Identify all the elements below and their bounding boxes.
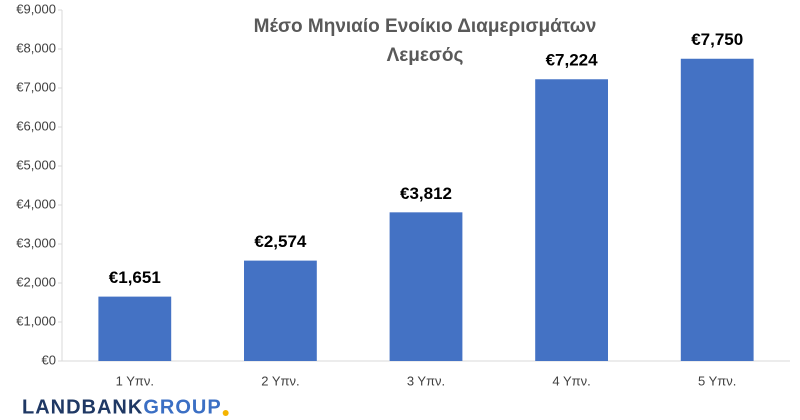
x-tick-label: 2 Υπν. xyxy=(261,373,299,388)
bar xyxy=(389,212,463,361)
y-tick-label: €3,000 xyxy=(16,235,56,250)
data-label: €2,574 xyxy=(254,232,307,251)
data-label: €7,224 xyxy=(546,51,599,70)
y-tick-label: €1,000 xyxy=(16,313,56,328)
data-label: €7,750 xyxy=(691,30,743,49)
y-tick-label: €4,000 xyxy=(16,196,56,211)
y-tick-label: €8,000 xyxy=(16,40,56,55)
bar xyxy=(98,296,172,361)
y-tick-label: €2,000 xyxy=(16,274,56,289)
bar xyxy=(244,260,317,361)
bar xyxy=(680,58,754,361)
y-tick-label: €0 xyxy=(42,352,56,367)
y-tick-label: €5,000 xyxy=(16,157,56,172)
chart-title: Μέσο Μηνιαίο Ενοίκιο Διαμερισμάτων xyxy=(254,16,597,37)
chart-title: Λεμεσός xyxy=(387,45,464,66)
logo-text: GROUP xyxy=(143,396,221,418)
y-tick-label: €6,000 xyxy=(16,118,56,133)
data-label: €1,651 xyxy=(109,268,161,287)
x-tick-label: 1 Υπν. xyxy=(116,373,154,388)
x-tick-label: 4 Υπν. xyxy=(552,373,590,388)
x-tick-label: 3 Υπν. xyxy=(407,373,445,388)
x-tick-label: 5 Υπν. xyxy=(698,373,736,388)
data-label: €3,812 xyxy=(400,184,452,203)
logo-text: LANDBANK xyxy=(22,396,143,418)
y-tick-label: €7,000 xyxy=(16,79,56,94)
y-tick-label: €9,000 xyxy=(16,1,56,16)
bar xyxy=(535,79,608,361)
logo-dot xyxy=(222,410,229,416)
